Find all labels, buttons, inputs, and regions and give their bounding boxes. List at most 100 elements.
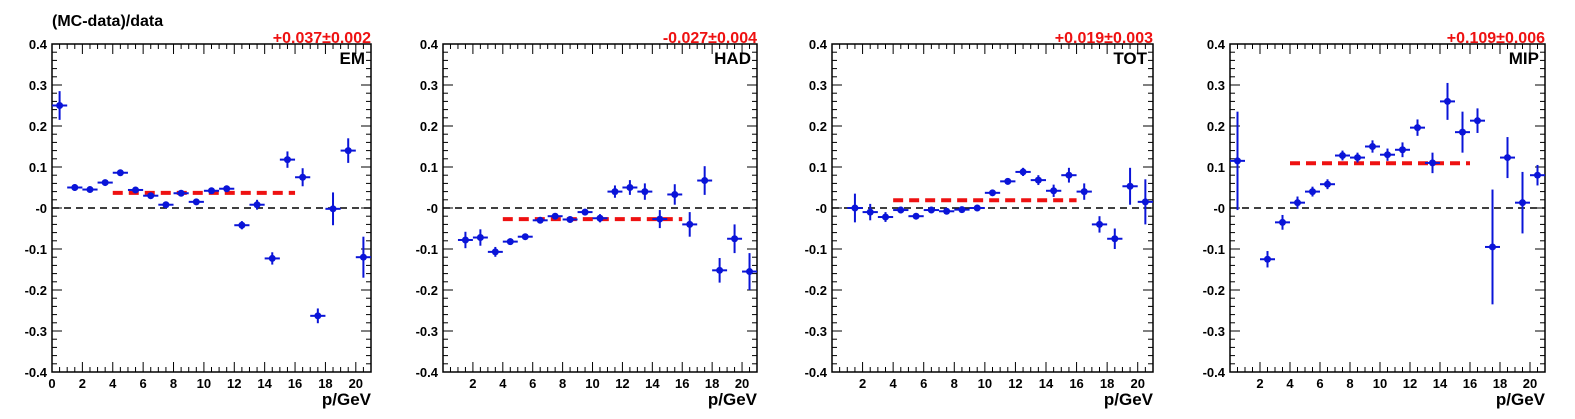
y-tick-label: -0.2 bbox=[1203, 283, 1225, 298]
data-point bbox=[173, 189, 189, 197]
x-tick-label: 20 bbox=[1523, 376, 1537, 391]
fit-value-label: -0.027±0.004 bbox=[663, 30, 757, 47]
data-point bbox=[1395, 142, 1410, 158]
point-marker bbox=[1080, 188, 1088, 196]
x-tick-label: 18 bbox=[318, 376, 332, 391]
data-point bbox=[577, 208, 593, 216]
panel-tot: -0.4 -0.3 -0.2 -0.1 -0 0.1 0.2 0.3 0.4 2 4 6 8 10 12 14… bbox=[805, 30, 1154, 409]
data-point bbox=[667, 184, 683, 205]
data-point bbox=[1530, 164, 1545, 186]
y-tick-label: -0.1 bbox=[805, 242, 827, 257]
panel-label: HAD bbox=[714, 49, 751, 68]
y-tick-label: -0.3 bbox=[805, 324, 827, 339]
data-point bbox=[984, 189, 1001, 197]
data-point bbox=[1046, 184, 1062, 197]
point-marker bbox=[1004, 177, 1012, 185]
point-marker bbox=[238, 221, 246, 229]
data-point bbox=[1076, 183, 1092, 200]
x-axis-label: p/GeV bbox=[1104, 390, 1154, 409]
data-point bbox=[652, 210, 668, 229]
panel-em: -0.4 -0.3 -0.2 -0.1 -0 0.1 0.2 0.3 0.4 0 2 4 6 8 10 12 1… bbox=[25, 30, 372, 409]
y-tick-label: -0 bbox=[426, 201, 438, 216]
x-tick-label: 20 bbox=[735, 376, 749, 391]
figure-ylabel: (MC-data)/data bbox=[52, 13, 163, 30]
y-tick-label: 0.4 bbox=[1207, 37, 1226, 52]
point-marker bbox=[611, 188, 619, 196]
y-tick-label: -0.4 bbox=[416, 365, 439, 380]
point-marker bbox=[973, 204, 981, 212]
x-tick-label: 8 bbox=[1346, 376, 1353, 391]
y-tick-label: 0.4 bbox=[809, 37, 828, 52]
point-marker bbox=[989, 189, 996, 197]
point-marker bbox=[1234, 157, 1241, 165]
data-point bbox=[234, 221, 250, 230]
data-point bbox=[847, 193, 863, 223]
point-marker bbox=[132, 186, 140, 194]
y-tick-label: 0.1 bbox=[420, 160, 438, 175]
data-point bbox=[562, 215, 578, 223]
y-tick-label: 0.3 bbox=[420, 78, 438, 93]
panel-label: MIP bbox=[1509, 49, 1539, 68]
point-marker bbox=[283, 156, 291, 164]
data-point bbox=[188, 198, 204, 206]
data-point bbox=[457, 231, 473, 249]
data-point bbox=[532, 216, 548, 224]
data-point bbox=[502, 238, 518, 246]
point-marker bbox=[641, 188, 649, 196]
point-marker bbox=[626, 184, 634, 191]
y-tick-label: -0.2 bbox=[805, 283, 827, 298]
fit-value-label: +0.037±0.002 bbox=[273, 30, 371, 47]
point-marker bbox=[866, 208, 874, 216]
point-marker bbox=[927, 206, 935, 214]
x-tick-label: 8 bbox=[951, 376, 958, 391]
data-point bbox=[1410, 119, 1425, 136]
y-tick-label: -0.4 bbox=[1203, 365, 1226, 380]
x-tick-label: 16 bbox=[1463, 376, 1477, 391]
data-point bbox=[877, 212, 894, 222]
point-marker bbox=[1324, 180, 1331, 188]
data-point bbox=[1260, 251, 1275, 268]
x-tick-label: 2 bbox=[469, 376, 476, 391]
point-marker bbox=[1065, 171, 1073, 179]
y-tick-label: 0.4 bbox=[420, 37, 439, 52]
x-tick-label: 14 bbox=[257, 376, 272, 391]
point-marker bbox=[461, 236, 469, 244]
data-point bbox=[547, 212, 563, 220]
x-tick-label: 10 bbox=[1373, 376, 1387, 391]
x-axis-label: p/GeV bbox=[1496, 390, 1546, 409]
data-point bbox=[52, 91, 68, 120]
data-point bbox=[1380, 148, 1395, 161]
data-point bbox=[340, 138, 356, 163]
x-axis-label: p/GeV bbox=[708, 390, 758, 409]
data-point bbox=[67, 184, 83, 191]
x-axis-label: p/GeV bbox=[322, 390, 372, 409]
y-tick-label: 0.2 bbox=[1207, 119, 1225, 134]
y-tick-label: 0.3 bbox=[1207, 78, 1225, 93]
x-tick-label: 2 bbox=[79, 376, 86, 391]
data-point bbox=[1485, 189, 1500, 305]
point-marker bbox=[912, 212, 920, 220]
x-tick-label: 6 bbox=[140, 376, 147, 391]
fit-value-label: +0.019±0.003 bbox=[1055, 30, 1153, 47]
data-point bbox=[592, 214, 608, 223]
point-marker bbox=[476, 234, 484, 242]
y-tick-label: -0.4 bbox=[805, 365, 828, 380]
point-marker bbox=[1369, 143, 1376, 150]
data-point bbox=[1137, 179, 1153, 225]
x-tick-label: 12 bbox=[1403, 376, 1417, 391]
x-tick-label: 12 bbox=[1008, 376, 1022, 391]
y-tick-label: -0 bbox=[1213, 201, 1225, 216]
x-tick-label: 12 bbox=[615, 376, 629, 391]
x-tick-label: 10 bbox=[197, 376, 211, 391]
x-tick-label: 6 bbox=[920, 376, 927, 391]
y-tick-label: -0.1 bbox=[25, 242, 47, 257]
x-tick-label: 4 bbox=[1286, 376, 1294, 391]
data-point bbox=[487, 246, 503, 257]
data-point bbox=[1230, 111, 1245, 211]
x-tick-label: 18 bbox=[1100, 376, 1114, 391]
data-point bbox=[727, 224, 743, 254]
data-point bbox=[1290, 196, 1305, 209]
point-marker bbox=[177, 189, 185, 197]
data-point bbox=[1061, 167, 1077, 183]
